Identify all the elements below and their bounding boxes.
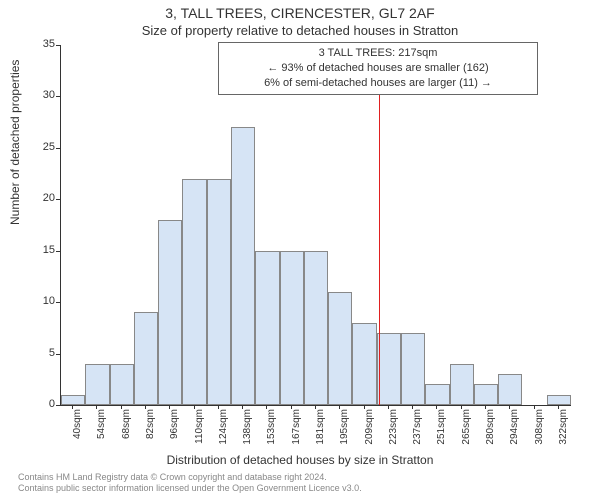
x-tick-mark <box>72 405 73 409</box>
x-tick-label: 223sqm <box>388 409 399 459</box>
x-tick-mark <box>242 405 243 409</box>
y-tick-mark <box>56 251 60 252</box>
y-tick-mark <box>56 405 60 406</box>
y-tick-mark <box>56 148 60 149</box>
x-tick-label: 40sqm <box>72 409 83 459</box>
x-tick-mark <box>121 405 122 409</box>
x-tick-mark <box>534 405 535 409</box>
bar <box>134 312 158 405</box>
x-tick-mark <box>509 405 510 409</box>
x-tick-label: 280sqm <box>485 409 496 459</box>
info-box-line2: ← 93% of detached houses are smaller (16… <box>223 61 533 76</box>
bar <box>280 251 304 405</box>
x-tick-label: 82sqm <box>145 409 156 459</box>
x-tick-mark <box>194 405 195 409</box>
x-tick-label: 322sqm <box>558 409 569 459</box>
x-tick-mark <box>364 405 365 409</box>
bar <box>450 364 474 405</box>
y-tick-mark <box>56 302 60 303</box>
y-tick-mark <box>56 45 60 46</box>
x-tick-mark <box>169 405 170 409</box>
x-tick-mark <box>412 405 413 409</box>
x-tick-mark <box>315 405 316 409</box>
x-tick-mark <box>218 405 219 409</box>
bar <box>474 384 498 405</box>
bar <box>255 251 279 405</box>
bar <box>231 127 255 405</box>
info-box-line1: 3 TALL TREES: 217sqm <box>223 46 533 61</box>
chart-title-sub: Size of property relative to detached ho… <box>0 23 600 38</box>
y-tick-label: 15 <box>25 244 55 256</box>
bar <box>547 395 571 405</box>
x-tick-label: 181sqm <box>315 409 326 459</box>
y-tick-label: 20 <box>25 192 55 204</box>
x-tick-mark <box>558 405 559 409</box>
y-tick-mark <box>56 354 60 355</box>
x-tick-mark <box>145 405 146 409</box>
x-tick-label: 110sqm <box>194 409 205 459</box>
x-tick-mark <box>96 405 97 409</box>
x-tick-label: 54sqm <box>96 409 107 459</box>
x-tick-label: 308sqm <box>534 409 545 459</box>
x-tick-mark <box>266 405 267 409</box>
x-tick-mark <box>461 405 462 409</box>
x-tick-label: 195sqm <box>339 409 350 459</box>
y-tick-mark <box>56 96 60 97</box>
info-box-line3: 6% of semi-detached houses are larger (1… <box>223 76 533 91</box>
y-tick-label: 0 <box>25 398 55 410</box>
y-axis-label: Number of detached properties <box>8 60 22 225</box>
bar <box>425 384 449 405</box>
footer: Contains HM Land Registry data © Crown c… <box>18 472 362 495</box>
bar <box>110 364 134 405</box>
y-tick-label: 5 <box>25 347 55 359</box>
x-tick-label: 96sqm <box>169 409 180 459</box>
bar <box>182 179 206 405</box>
bar <box>498 374 522 405</box>
plot-area <box>60 45 571 406</box>
y-tick-label: 25 <box>25 141 55 153</box>
x-tick-label: 209sqm <box>364 409 375 459</box>
y-tick-label: 30 <box>25 89 55 101</box>
marker-line <box>379 45 380 405</box>
bar <box>304 251 328 405</box>
bar <box>352 323 376 405</box>
bar <box>328 292 352 405</box>
x-tick-mark <box>436 405 437 409</box>
footer-line2: Contains public sector information licen… <box>18 483 362 494</box>
bar <box>207 179 231 405</box>
footer-line1: Contains HM Land Registry data © Crown c… <box>18 472 362 483</box>
info-box: 3 TALL TREES: 217sqm ← 93% of detached h… <box>218 42 538 95</box>
x-tick-label: 294sqm <box>509 409 520 459</box>
x-tick-label: 265sqm <box>461 409 472 459</box>
x-tick-label: 167sqm <box>291 409 302 459</box>
x-tick-label: 251sqm <box>436 409 447 459</box>
bar <box>401 333 425 405</box>
bar <box>158 220 182 405</box>
x-tick-mark <box>339 405 340 409</box>
x-tick-label: 68sqm <box>121 409 132 459</box>
y-tick-mark <box>56 199 60 200</box>
y-tick-label: 10 <box>25 295 55 307</box>
x-tick-label: 138sqm <box>242 409 253 459</box>
bar <box>85 364 109 405</box>
bar <box>61 395 85 405</box>
x-tick-mark <box>388 405 389 409</box>
y-tick-label: 35 <box>25 38 55 50</box>
x-tick-label: 124sqm <box>218 409 229 459</box>
x-tick-label: 237sqm <box>412 409 423 459</box>
chart-title-main: 3, TALL TREES, CIRENCESTER, GL7 2AF <box>0 5 600 21</box>
bar <box>377 333 401 405</box>
x-tick-mark <box>485 405 486 409</box>
x-tick-label: 153sqm <box>266 409 277 459</box>
x-tick-mark <box>291 405 292 409</box>
